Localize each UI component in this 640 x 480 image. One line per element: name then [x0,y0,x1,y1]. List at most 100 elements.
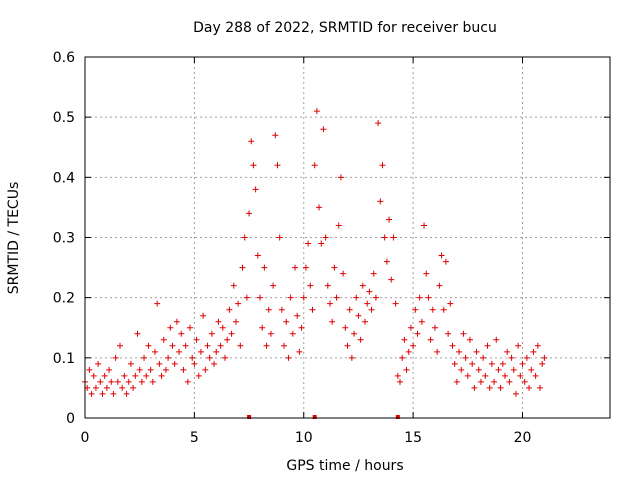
data-point [512,390,519,397]
data-point [436,282,443,289]
data-point [278,306,285,313]
data-point [499,360,506,367]
data-point [235,300,242,307]
data-point [173,318,180,325]
data-point [114,378,121,385]
data-point [213,348,220,355]
data-point [263,342,270,349]
data-point [237,342,244,349]
data-point [344,342,351,349]
data-point [252,186,259,193]
data-point [364,300,371,307]
data-point [261,264,268,271]
data-point [324,282,331,289]
data-point [228,330,235,337]
data-point [442,258,449,265]
data-point [99,390,106,397]
data-point [232,318,239,325]
data-point [379,162,386,169]
data-point [340,270,347,277]
data-point [208,330,215,337]
data-point [372,294,379,301]
data-point [307,282,314,289]
data-point [530,348,537,355]
data-point [322,234,329,241]
data-point [112,354,119,361]
data-point [158,372,165,379]
data-point [106,366,113,373]
data-point [429,306,436,313]
data-point [272,132,279,139]
data-point [517,372,524,379]
data-point [434,348,441,355]
baseline-marker [395,415,400,419]
data-point [226,306,233,313]
data-point [311,162,318,169]
data-point [392,300,399,307]
data-point [495,366,502,373]
tick-labels: 0 5 10 15 20 0 0.1 0.2 0.3 0.4 0.5 0.6 [53,50,532,446]
data-point [460,330,467,337]
data-point [127,360,134,367]
data-point [281,342,288,349]
data-point [421,222,428,229]
data-point [257,294,263,301]
data-point [108,378,115,385]
data-point [206,354,213,361]
data-point [95,360,102,367]
data-point [191,360,198,367]
data-point [162,366,169,373]
data-point [477,378,484,385]
data-point [121,372,128,379]
baseline-marker [312,415,317,419]
data-point [130,384,137,391]
data-point [469,360,476,367]
data-point [259,324,266,331]
data-point [117,342,123,349]
data-point [197,348,204,355]
chart-title: Day 288 of 2022, SRMTID for receiver buc… [193,20,497,36]
data-point [296,348,303,355]
data-point [298,324,305,331]
data-point [412,306,419,313]
data-point [427,336,434,343]
data-point [119,384,126,391]
data-point [523,354,530,361]
data-point [145,342,152,349]
data-point [97,378,104,385]
data-point [486,384,493,391]
data-point [219,324,226,331]
data-point [397,378,403,385]
data-point [534,342,541,349]
data-point [222,354,228,361]
data-point [502,372,508,379]
data-point [202,366,209,373]
data-point [390,234,397,241]
data-point [178,330,185,337]
data-point [370,270,377,277]
y-tick-label: 0.3 [53,231,75,247]
data-point [453,378,460,385]
data-point [375,120,382,127]
data-point [300,294,307,301]
data-point [510,366,517,373]
data-point [215,318,222,325]
data-point [399,354,406,361]
data-point [484,342,491,349]
data-point [471,384,478,391]
data-point [449,342,456,349]
data-point [110,390,117,397]
data-point [154,300,161,307]
data-point [467,336,473,343]
data-point [187,324,193,331]
data-point [313,108,320,115]
data-point [193,336,200,343]
data-point [539,360,546,367]
data-point [480,354,487,361]
data-point [401,336,408,343]
data-point [125,378,132,385]
y-tick-label: 0.5 [53,110,75,126]
data-points [82,108,548,397]
data-point [176,348,183,355]
